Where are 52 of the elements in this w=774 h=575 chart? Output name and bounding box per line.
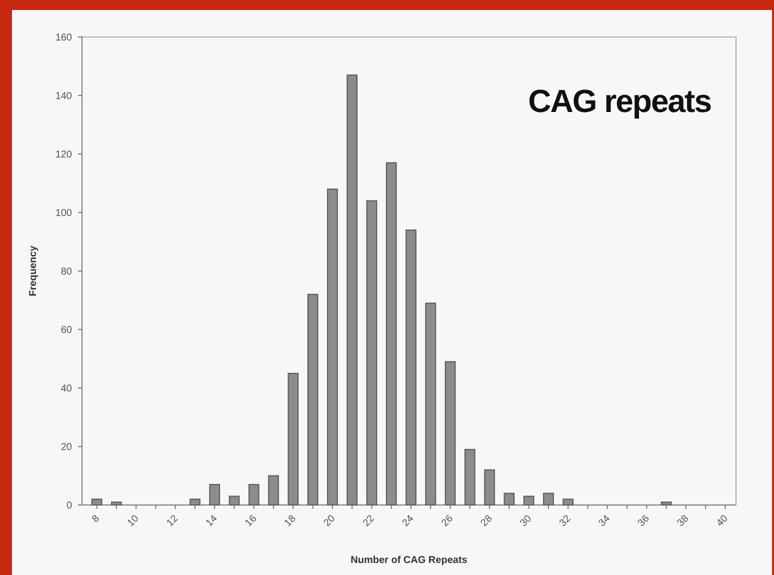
bar	[307, 294, 318, 506]
x-axis-title: Number of CAG Repeats	[350, 555, 468, 566]
bar	[523, 496, 534, 506]
x-tick-label: 10	[126, 513, 142, 529]
y-tick-label: 100	[55, 208, 72, 219]
bar	[406, 230, 416, 506]
x-tick-label: 38	[675, 513, 692, 529]
bar	[190, 498, 200, 506]
bar	[288, 372, 299, 506]
y-tick-label: 160	[55, 32, 72, 44]
x-tick-label: 32	[558, 513, 574, 529]
bar	[425, 302, 436, 506]
x-tick-label: 14	[204, 513, 220, 529]
bar	[228, 496, 240, 506]
bar	[464, 448, 476, 506]
y-tick-label: 60	[60, 325, 72, 336]
y-tick-label: 80	[60, 266, 72, 278]
x-tick-label: 26	[440, 513, 456, 529]
bar	[660, 502, 672, 506]
bar	[346, 74, 358, 506]
bar	[209, 484, 220, 506]
bar	[504, 492, 515, 506]
x-tick-label: 36	[636, 513, 652, 529]
bar	[543, 492, 554, 506]
x-tick-label: 34	[596, 513, 613, 529]
x-tick-label: 30	[518, 513, 534, 529]
x-tick-label: 22	[361, 513, 378, 529]
x-tick-label: 8	[90, 513, 102, 526]
x-tick-label: 12	[164, 513, 181, 529]
bar	[268, 475, 279, 506]
x-tick-label: 28	[479, 513, 495, 529]
y-axis-title: Frequency	[28, 245, 39, 296]
x-tick-label: 24	[400, 513, 416, 529]
bar	[562, 498, 574, 506]
bar	[366, 200, 378, 506]
y-tick-label: 120	[55, 150, 72, 160]
y-tick-label: 0	[66, 500, 72, 512]
bar	[91, 498, 102, 506]
x-tick-label: 18	[282, 513, 299, 529]
bar	[327, 188, 338, 506]
bar	[111, 502, 122, 506]
bar	[484, 469, 495, 506]
bar	[248, 484, 260, 506]
bar	[444, 361, 456, 506]
y-tick-label: 140	[55, 91, 72, 102]
text: CAG repeats	[528, 83, 712, 119]
y-tick-label: 20	[60, 442, 72, 453]
x-tick-label: 40	[714, 513, 731, 529]
x-tick-label: 16	[243, 513, 260, 529]
y-tick-label: 40	[60, 384, 72, 394]
bar	[386, 162, 397, 506]
x-tick-label: 20	[322, 513, 338, 529]
